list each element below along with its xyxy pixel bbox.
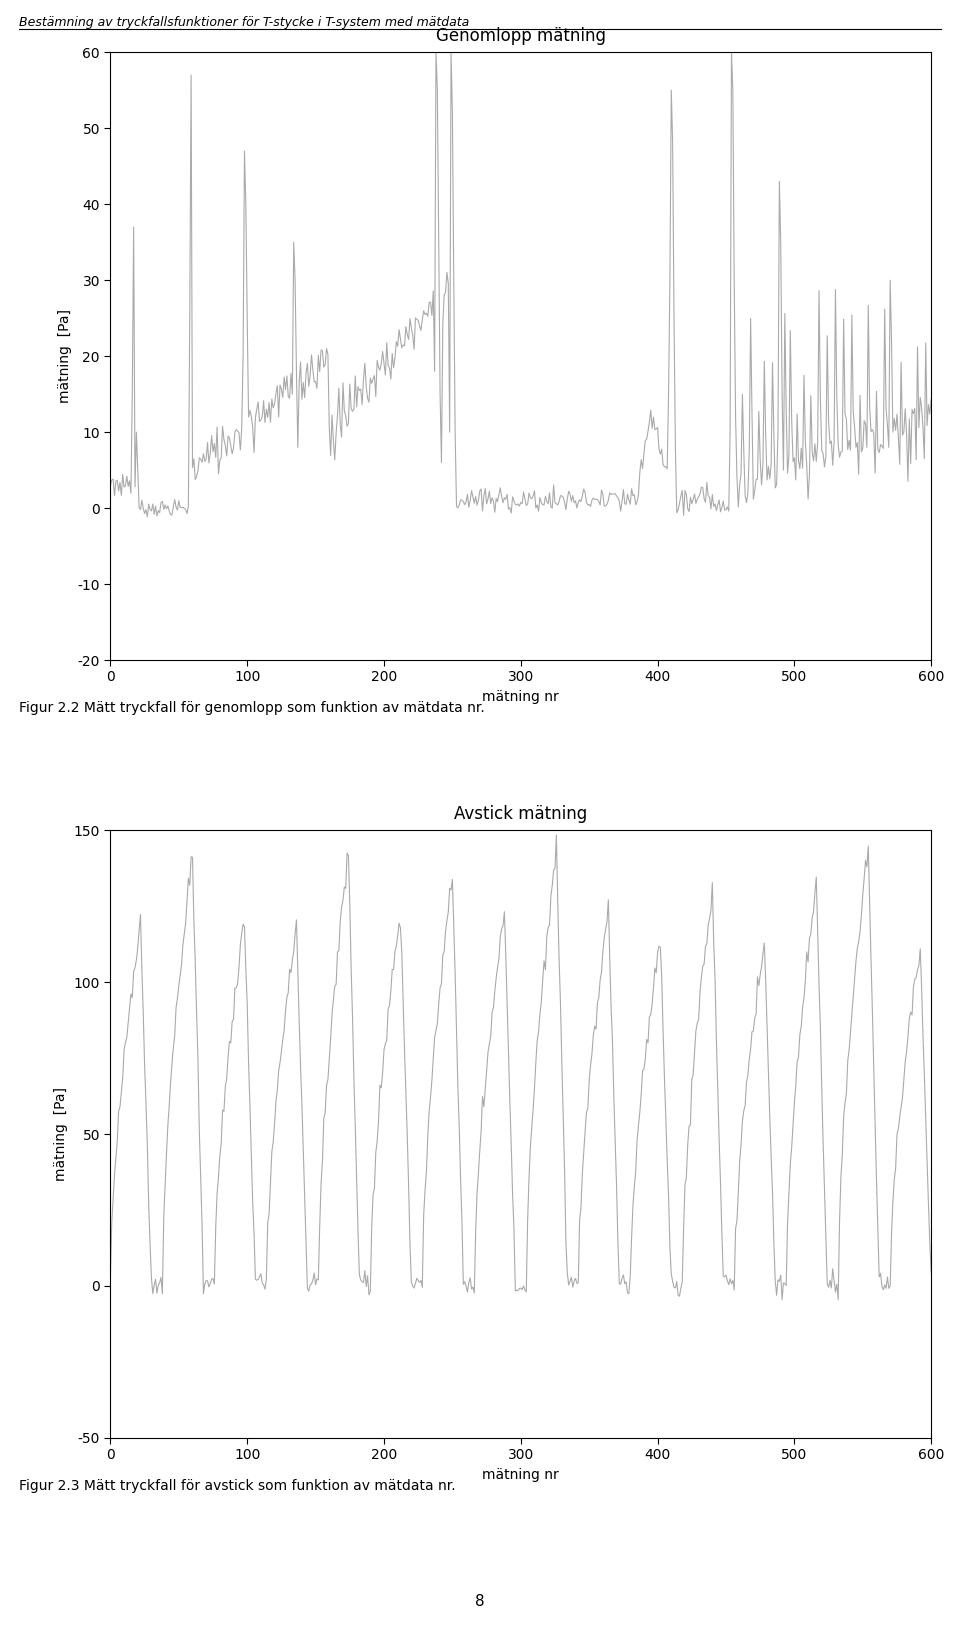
- Text: 8: 8: [475, 1595, 485, 1609]
- Title: Genomlopp mätning: Genomlopp mätning: [436, 28, 606, 46]
- X-axis label: mätning nr: mätning nr: [483, 690, 559, 704]
- Text: Bestämning av tryckfallsfunktioner för T-stycke i T-system med mätdata: Bestämning av tryckfallsfunktioner för T…: [19, 16, 469, 29]
- Y-axis label: mätning  [Pa]: mätning [Pa]: [58, 309, 72, 404]
- Y-axis label: mätning  [Pa]: mätning [Pa]: [54, 1087, 68, 1181]
- Title: Avstick mätning: Avstick mätning: [454, 806, 588, 824]
- X-axis label: mätning nr: mätning nr: [483, 1467, 559, 1482]
- Text: Figur 2.2 Mätt tryckfall för genomlopp som funktion av mätdata nr.: Figur 2.2 Mätt tryckfall för genomlopp s…: [19, 701, 485, 714]
- Text: Figur 2.3 Mätt tryckfall för avstick som funktion av mätdata nr.: Figur 2.3 Mätt tryckfall för avstick som…: [19, 1479, 456, 1493]
